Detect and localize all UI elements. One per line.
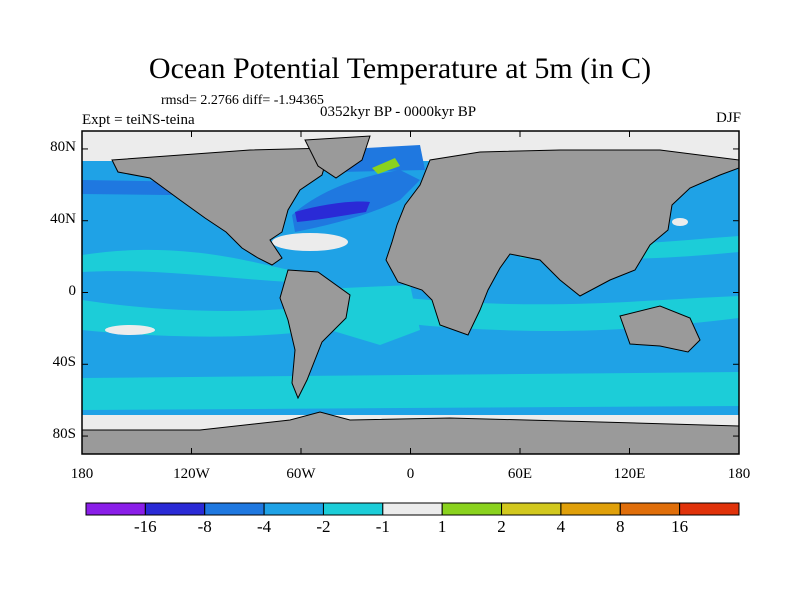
colorbar-swatch xyxy=(501,502,562,516)
season-label: DJF xyxy=(715,110,741,126)
colorbar-label: 4 xyxy=(556,517,566,536)
colorbar-label: -2 xyxy=(316,517,331,536)
landmass-north-america xyxy=(111,147,331,266)
colorbar-label: -4 xyxy=(256,517,272,536)
strong-cooling-region xyxy=(295,201,370,222)
colorbar-swatch xyxy=(679,502,740,516)
x-tick-label: 180 xyxy=(727,466,751,482)
colorbar-label: -8 xyxy=(197,517,212,536)
near-zero-patch-subtropical-atlantic xyxy=(105,218,688,335)
colorbar-swatch xyxy=(441,502,503,516)
x-tick-label: 180 xyxy=(70,466,94,482)
landmass-south-america xyxy=(279,269,351,400)
landmass-greenland xyxy=(304,135,371,179)
colorbar-swatch xyxy=(560,502,621,516)
colorbar-swatch xyxy=(144,502,206,516)
rmsd-diff-stats: rmsd= 2.2766 diff= -1.94365 xyxy=(161,93,324,108)
experiment-label: Expt = teiNS-teina xyxy=(82,112,195,128)
colorbar-swatch xyxy=(263,502,324,516)
chart-title: Ocean Potential Temperature at 5m (in C) xyxy=(148,52,652,85)
y-tick-label: 40N xyxy=(50,210,76,227)
colorbar-label: -16 xyxy=(134,517,157,536)
colorbar-swatch xyxy=(619,502,681,516)
x-tick-label: 60E xyxy=(507,466,533,482)
x-tick-label: 120W xyxy=(173,466,210,482)
colorbar-label: 16 xyxy=(671,517,689,536)
colorbar-swatch xyxy=(204,502,265,516)
y-tick-label: 0 xyxy=(68,282,77,299)
y-tick-label: 40S xyxy=(52,354,76,371)
colorbar-label: -1 xyxy=(375,517,390,536)
colorbar-swatch xyxy=(382,502,443,516)
landmass-antarctica xyxy=(82,411,739,454)
colorbar-label: 1 xyxy=(437,517,447,536)
colorbar-swatch xyxy=(322,502,384,516)
land-masses xyxy=(82,135,739,454)
colorbar-label: 2 xyxy=(497,517,506,536)
y-tick-label: 80N xyxy=(50,138,76,155)
landmass-australia xyxy=(619,305,701,353)
warming-patch xyxy=(372,158,400,174)
axis-ticks xyxy=(81,131,740,454)
y-tick-label: 80S xyxy=(52,426,76,443)
x-tick-label: 60W xyxy=(286,466,316,482)
landmass-africa-eurasia xyxy=(385,149,739,336)
time-period-label: 0352kyr BP - 0000kyr BP xyxy=(320,104,477,120)
x-tick-label: 120E xyxy=(613,466,646,482)
colorbar-swatch xyxy=(85,502,146,516)
colorbar-label: 8 xyxy=(616,517,625,536)
colorbar xyxy=(85,502,740,516)
x-tick-label: 0 xyxy=(406,466,415,482)
